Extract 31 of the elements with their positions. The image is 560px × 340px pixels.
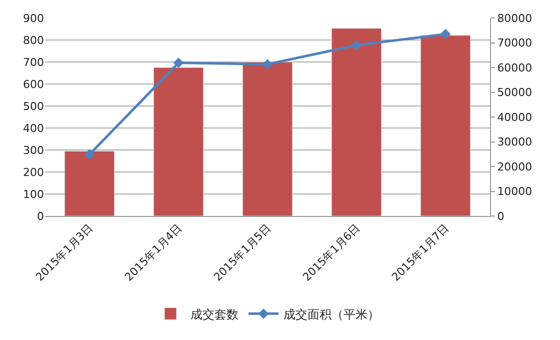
y2-tick-label: 60000 (497, 61, 532, 74)
y-tick-label: 600 (23, 78, 44, 91)
y2-tick-label: 70000 (497, 36, 532, 50)
y2-tick-label: 20000 (497, 160, 532, 174)
y2-tick-label: 80000 (497, 12, 532, 25)
bar (420, 35, 471, 216)
y2-tick-label: 10000 (497, 185, 532, 198)
y-tick-label: 700 (23, 56, 44, 69)
y2-tick-label: 30000 (497, 136, 532, 149)
y-tick-label: 400 (23, 122, 44, 135)
y-tick-label: 300 (23, 144, 44, 157)
y-tick-label: 900 (23, 12, 44, 25)
y2-tick-label: 50000 (497, 86, 532, 100)
point (351, 40, 362, 50)
point (173, 58, 184, 68)
bar (153, 67, 204, 216)
bar (331, 28, 382, 216)
y2-tick-label: 0 (497, 210, 504, 223)
legend-label: 成交套数 (190, 307, 238, 322)
legend-label: 成交面积（平米） (284, 307, 380, 322)
bar (242, 62, 293, 216)
y-tick-label: 200 (23, 166, 44, 179)
y-tick-label: 500 (23, 100, 44, 113)
point (84, 149, 95, 160)
y-tick-label: 100 (23, 188, 44, 201)
point (262, 59, 273, 70)
y-tick-label: 800 (23, 34, 44, 47)
y-tick-label: 0 (37, 210, 44, 223)
point (440, 28, 451, 40)
bar (64, 150, 115, 216)
y2-tick-label: 40000 (497, 110, 532, 124)
